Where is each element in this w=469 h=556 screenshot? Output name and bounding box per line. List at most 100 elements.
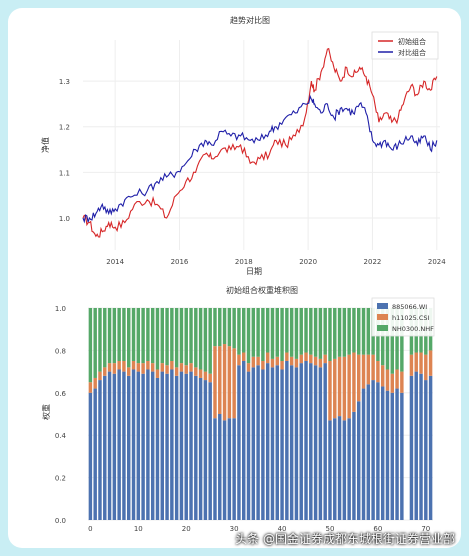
bar-segment-h11025	[218, 346, 222, 414]
bar-segment-h11025	[376, 361, 380, 383]
bar-segment-h11025	[184, 365, 188, 374]
bar-segment-885066	[265, 363, 270, 520]
bar-segment-885066	[136, 371, 141, 520]
bar-segment-h11025	[309, 354, 313, 364]
bar-segment-nh0300	[237, 308, 241, 355]
bar-segment-885066	[150, 371, 155, 520]
bar-segment-h11025	[198, 369, 203, 378]
bar-segment-h11025	[361, 354, 366, 389]
bar-segment-nh0300	[328, 308, 332, 361]
line-x-tick-label: 2016	[171, 258, 189, 266]
bar-segment-885066	[366, 384, 371, 520]
bar-segment-h11025	[112, 363, 117, 374]
bar-segment-nh0300	[227, 308, 232, 347]
bar-segment-nh0300	[261, 308, 265, 361]
bar-segment-885066	[127, 375, 131, 520]
line-y-tick-label: 1.2	[59, 124, 70, 132]
line-y-tick-label: 1.1	[59, 169, 70, 177]
bar-segment-nh0300	[366, 308, 371, 355]
bar-segment-h11025	[136, 363, 141, 372]
bar-segment-nh0300	[323, 308, 327, 355]
bar-y-tick-label: 0.2	[55, 475, 66, 483]
bar-segment-nh0300	[251, 308, 256, 357]
bar-segment-nh0300	[275, 308, 279, 357]
bar-segment-nh0300	[256, 308, 260, 357]
bar-segment-nh0300	[337, 308, 342, 357]
bar-segment-nh0300	[333, 308, 337, 359]
bar-x-tick-label: 20	[182, 525, 191, 533]
line-x-tick-label: 2014	[106, 258, 124, 266]
bar-segment-h11025	[428, 350, 433, 376]
bar-segment-nh0300	[385, 308, 390, 370]
line-legend-label: 初始组合	[398, 37, 426, 46]
bar-segment-h11025	[357, 354, 361, 402]
bar-segment-885066	[246, 371, 251, 520]
bar-segment-nh0300	[112, 308, 117, 364]
bar-segment-885066	[414, 371, 418, 520]
bar-segment-h11025	[127, 367, 131, 376]
bar-segment-nh0300	[184, 308, 188, 366]
bar-segment-h11025	[146, 361, 150, 370]
bar-segment-h11025	[246, 363, 251, 372]
bar-segment-h11025	[352, 352, 356, 412]
bar-segment-nh0300	[122, 308, 126, 361]
bar-segment-nh0300	[146, 308, 150, 361]
bar-segment-885066	[337, 416, 342, 520]
bar-y-tick-label: 0.8	[55, 347, 66, 355]
bar-segment-h11025	[213, 346, 217, 419]
bar-segment-885066	[251, 367, 256, 520]
bar-segment-nh0300	[304, 308, 308, 353]
bar-segment-nh0300	[131, 308, 136, 361]
bar-segment-nh0300	[357, 308, 361, 355]
bar-segment-h11025	[318, 358, 323, 368]
line-x-tick-label: 2020	[299, 258, 317, 266]
bar-segment-885066	[419, 373, 423, 520]
bar-segment-885066	[194, 375, 198, 520]
bar-segment-nh0300	[127, 308, 131, 368]
line-x-tick-label: 2022	[364, 258, 382, 266]
bar-segment-nh0300	[352, 308, 356, 353]
bar-segment-nh0300	[242, 308, 246, 353]
bar-segment-885066	[213, 418, 217, 520]
bar-segment-h11025	[203, 371, 208, 381]
bar-segment-h11025	[251, 356, 256, 368]
bar-segment-nh0300	[103, 308, 107, 368]
bar-segment-h11025	[232, 348, 236, 419]
bar-segment-885066	[189, 371, 193, 520]
bar-segment-885066	[256, 365, 260, 520]
bar-segment-885066	[270, 367, 275, 520]
bar-segment-h11025	[285, 352, 289, 361]
bar-segment-h11025	[265, 352, 270, 364]
bar-segment-885066	[323, 363, 327, 520]
bar-segment-h11025	[237, 354, 241, 366]
bar-segment-h11025	[194, 367, 198, 376]
bar-segment-885066	[165, 373, 169, 520]
bar-segment-885066	[179, 371, 184, 520]
bar-segment-h11025	[222, 344, 227, 421]
bar-segment-h11025	[275, 356, 279, 366]
bar-segment-h11025	[294, 358, 299, 368]
bar-segment-nh0300	[395, 308, 399, 370]
bar-segment-885066	[409, 375, 414, 520]
bar-segment-885066	[117, 369, 121, 520]
bar-segment-h11025	[280, 361, 284, 370]
line-chart-title: 趋势对比图	[230, 15, 270, 25]
bar-segment-nh0300	[141, 308, 145, 364]
bar-segment-h11025	[160, 363, 164, 372]
bar-segment-885066	[309, 363, 313, 520]
bar-segment-885066	[232, 418, 236, 520]
bar-segment-885066	[208, 382, 212, 520]
bar-segment-nh0300	[390, 308, 394, 374]
bar-segment-885066	[347, 418, 351, 520]
bar-segment-h11025	[390, 373, 394, 393]
bar-segment-885066	[203, 380, 208, 520]
bar-segment-nh0300	[170, 308, 174, 361]
bar-segment-nh0300	[222, 308, 227, 345]
bar-segment-h11025	[347, 354, 351, 419]
bar-segment-h11025	[98, 371, 102, 381]
line-legend-box	[371, 31, 439, 60]
bar-segment-885066	[357, 401, 361, 520]
line-series-comparison	[82, 94, 438, 224]
bar-y-tick-label: 0.4	[55, 432, 67, 440]
